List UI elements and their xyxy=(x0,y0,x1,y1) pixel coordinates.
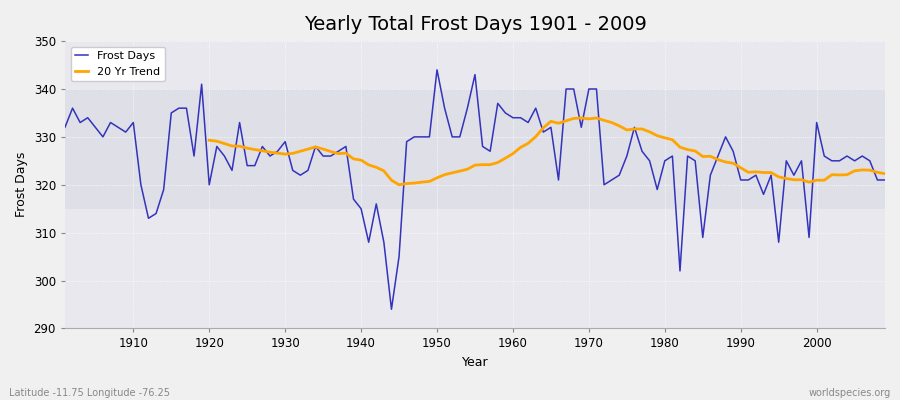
20 Yr Trend xyxy=(864,168,875,172)
Y-axis label: Frost Days: Frost Days xyxy=(15,152,28,218)
Line: Frost Days: Frost Days xyxy=(65,70,885,309)
20 Yr Trend xyxy=(417,180,428,184)
X-axis label: Year: Year xyxy=(462,356,489,369)
Bar xyxy=(65,89,885,209)
Frost Days xyxy=(386,307,397,312)
20 Yr Trend xyxy=(393,182,404,187)
Frost Days xyxy=(523,120,534,125)
Frost Days xyxy=(879,178,890,182)
20 Yr Trend xyxy=(689,149,700,154)
20 Yr Trend xyxy=(295,149,306,154)
Line: 20 Yr Trend: 20 Yr Trend xyxy=(209,118,885,185)
Frost Days xyxy=(614,173,625,178)
Text: worldspecies.org: worldspecies.org xyxy=(809,388,891,398)
Frost Days xyxy=(432,68,443,72)
Text: Latitude -11.75 Longitude -76.25: Latitude -11.75 Longitude -76.25 xyxy=(9,388,170,398)
Frost Days xyxy=(287,168,298,173)
20 Yr Trend xyxy=(879,171,890,176)
Legend: Frost Days, 20 Yr Trend: Frost Days, 20 Yr Trend xyxy=(70,47,165,81)
20 Yr Trend xyxy=(781,176,792,181)
Frost Days xyxy=(121,130,131,134)
20 Yr Trend xyxy=(576,116,587,120)
Frost Days xyxy=(333,149,344,154)
Frost Days xyxy=(59,125,70,130)
Frost Days xyxy=(515,115,526,120)
20 Yr Trend xyxy=(796,177,807,182)
20 Yr Trend xyxy=(203,138,214,143)
Title: Yearly Total Frost Days 1901 - 2009: Yearly Total Frost Days 1901 - 2009 xyxy=(303,15,646,34)
